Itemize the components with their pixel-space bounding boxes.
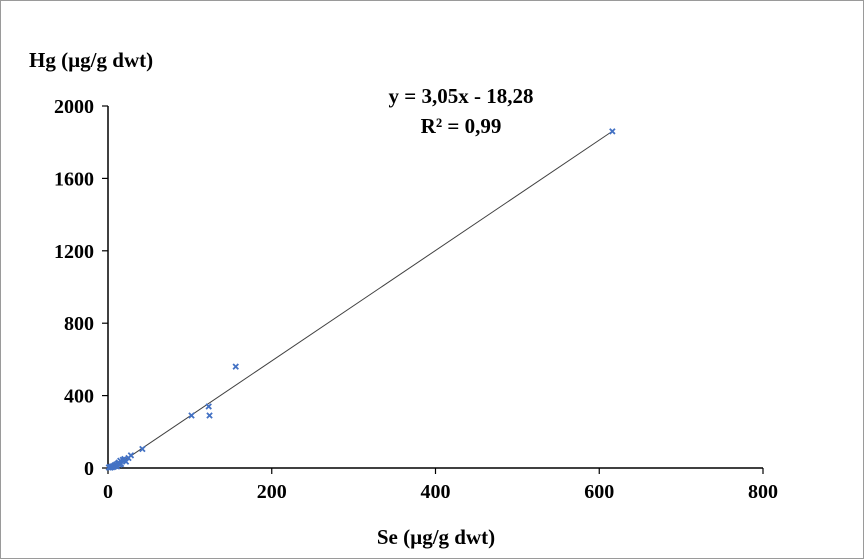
data-point — [205, 403, 212, 410]
data-point — [206, 412, 213, 419]
trendline — [112, 130, 613, 469]
x-tick-label: 200 — [257, 481, 287, 503]
data-point — [188, 412, 195, 419]
x-tick-label: 400 — [421, 481, 451, 503]
y-tick-label: 800 — [64, 313, 94, 335]
data-points — [105, 128, 616, 471]
x-tick-label: 800 — [748, 481, 778, 503]
y-tick-label: 2000 — [54, 96, 94, 118]
x-tick-label: 0 — [103, 481, 113, 503]
data-point — [232, 363, 239, 370]
x-tick-label: 600 — [584, 481, 614, 503]
y-axis-label: Hg (µg/g dwt) — [29, 48, 153, 72]
data-point — [127, 452, 135, 459]
y-tick-label: 400 — [64, 386, 94, 408]
trendline-equation: y = 3,05x - 18,28 — [389, 84, 534, 108]
axes: 0 400 800 1200 1600 2000 0 200 400 600 800 — [54, 96, 778, 503]
x-axis-label: Se (µg/g dwt) — [377, 525, 495, 549]
trendline-path — [112, 130, 613, 469]
data-point — [139, 445, 146, 453]
y-tick-label: 0 — [84, 458, 94, 480]
y-tick-label: 1600 — [54, 168, 94, 190]
data-point — [117, 460, 125, 468]
trendline-r2: R² = 0,99 — [421, 114, 502, 138]
data-point — [609, 128, 616, 135]
y-tick-label: 1200 — [54, 241, 94, 263]
